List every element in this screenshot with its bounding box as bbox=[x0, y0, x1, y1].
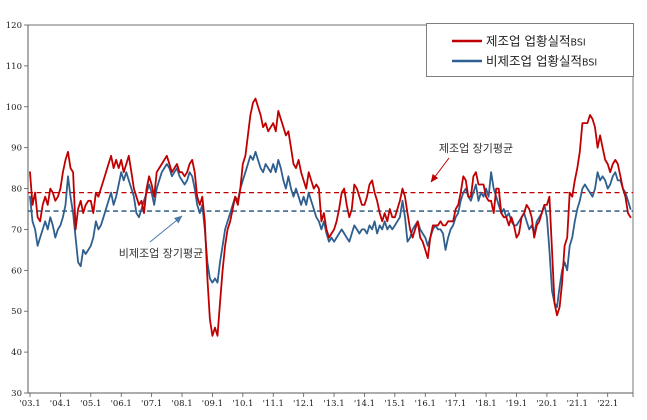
x-tick-label: '19.1 bbox=[506, 399, 527, 409]
legend-label-nonmanufacturing-suffix: BSI bbox=[582, 58, 597, 69]
x-tick-label: '04.1 bbox=[50, 399, 71, 409]
y-tick-label: 50 bbox=[11, 307, 22, 317]
y-tick-label: 80 bbox=[11, 185, 22, 195]
manufacturing-average-arrow bbox=[430, 157, 450, 183]
y-tick-label: 30 bbox=[11, 389, 22, 399]
x-tick-label: '17.1 bbox=[445, 399, 466, 409]
x-axis: '03.1 '04.1 '05.1 '06.1 '07.1 '08.1 '09.1 '10.1… bbox=[19, 393, 634, 409]
annotations: 제조업 장기평균 비제조업 장기평균 bbox=[119, 142, 513, 260]
x-tick-label: '12.1 bbox=[293, 399, 314, 409]
x-tick-label: '03.1 bbox=[19, 399, 40, 409]
x-tick-label: '07.1 bbox=[141, 399, 162, 409]
y-axis: 30 40 50 60 70 80 90 100 110 120 bbox=[6, 21, 28, 399]
x-tick-label: '08.1 bbox=[171, 399, 192, 409]
y-tick-label: 70 bbox=[11, 225, 22, 235]
nonmanufacturing-average-annotation: 비제조업 장기평균 bbox=[119, 247, 203, 260]
x-tick-label: '22.1 bbox=[597, 399, 618, 409]
legend-label-manufacturing-suffix: BSI bbox=[570, 38, 585, 49]
nonmanufacturing-average-arrow bbox=[149, 215, 183, 243]
x-tick-label: '20.1 bbox=[536, 399, 557, 409]
y-tick-label: 110 bbox=[6, 62, 22, 72]
y-tick-label: 40 bbox=[11, 348, 22, 358]
reference-lines bbox=[28, 191, 633, 212]
legend-label-manufacturing: 제조업 업황실적BSI bbox=[486, 34, 586, 49]
manufacturing-average-annotation: 제조업 장기평균 bbox=[439, 142, 513, 155]
x-tick-label: '06.1 bbox=[111, 399, 132, 409]
series-lines bbox=[29, 97, 632, 337]
y-tick-label: 60 bbox=[11, 266, 22, 276]
x-tick-label: '05.1 bbox=[80, 399, 101, 409]
legend-box bbox=[426, 23, 634, 77]
nonmanufacturing-series-line bbox=[29, 150, 632, 309]
y-tick-label: 90 bbox=[11, 144, 22, 154]
legend-label-manufacturing-main: 제조업 업황실적 bbox=[486, 34, 570, 49]
x-tick-label: '16.1 bbox=[415, 399, 436, 409]
y-tick-label: 100 bbox=[6, 103, 22, 113]
x-tick-label: '13.1 bbox=[323, 399, 344, 409]
y-tick-label: 120 bbox=[6, 21, 22, 31]
legend-label-nonmanufacturing-main: 비제조업 업황실적 bbox=[486, 54, 582, 69]
x-tick-label: '15.1 bbox=[384, 399, 405, 409]
x-tick-label: '14.1 bbox=[354, 399, 375, 409]
x-tick-label: '21.1 bbox=[567, 399, 588, 409]
x-tick-label: '10.1 bbox=[232, 399, 253, 409]
x-tick-label: '18.1 bbox=[475, 399, 496, 409]
x-tick-label: '11.1 bbox=[263, 399, 284, 409]
legend-label-nonmanufacturing: 비제조업 업황실적BSI bbox=[486, 54, 597, 69]
manufacturing-series-line bbox=[29, 97, 632, 337]
x-tick-label: '09.1 bbox=[202, 399, 223, 409]
legend: 제조업 업황실적BSI 비제조업 업황실적BSI bbox=[426, 23, 634, 77]
